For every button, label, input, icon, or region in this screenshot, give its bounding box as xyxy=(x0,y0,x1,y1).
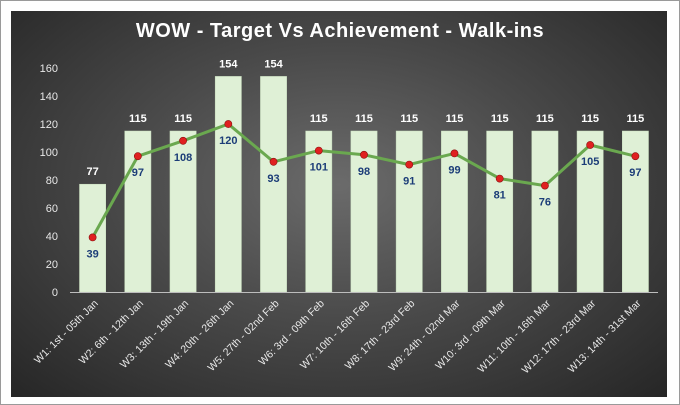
target-bar xyxy=(79,183,106,293)
achievement-point xyxy=(179,136,187,145)
target-value-label: 154 xyxy=(264,58,283,70)
y-tick-label: 100 xyxy=(40,147,58,159)
target-value-label: 115 xyxy=(536,113,554,125)
achievement-value-label: 97 xyxy=(132,167,144,179)
chart-title: WOW - Target Vs Achievement - Walk-ins xyxy=(135,20,545,42)
achievement-point xyxy=(450,149,459,158)
target-value-label: 154 xyxy=(219,58,238,70)
achievement-value-label: 99 xyxy=(448,164,460,176)
target-value-label: 115 xyxy=(581,113,599,125)
y-tick-label: 140 xyxy=(40,91,58,103)
achievement-value-label: 93 xyxy=(267,173,279,185)
achievement-point xyxy=(133,152,142,161)
x-tick-label: W12: 17th - 23rd Mar xyxy=(520,297,599,376)
achievement-value-label: 101 xyxy=(310,162,328,174)
target-value-label: 115 xyxy=(129,113,147,125)
target-value-label: 115 xyxy=(491,113,509,125)
achievement-point xyxy=(405,160,414,169)
achievement-value-label: 76 xyxy=(539,197,551,209)
y-tick-label: 20 xyxy=(46,259,58,271)
target-bar xyxy=(486,130,514,293)
achievement-value-label: 97 xyxy=(629,167,641,179)
target-value-label: 115 xyxy=(400,113,418,125)
achievement-point xyxy=(586,141,595,149)
achievement-point xyxy=(495,174,504,183)
achievement-value-label: 91 xyxy=(403,176,415,188)
target-bar xyxy=(395,130,423,293)
target-value-label: 115 xyxy=(310,113,328,125)
target-value-label: 115 xyxy=(627,113,645,125)
achievement-value-label: 39 xyxy=(86,248,98,260)
y-tick-label: 160 xyxy=(40,63,58,75)
target-value-label: 115 xyxy=(446,113,464,125)
target-bar xyxy=(214,76,242,293)
achievement-point xyxy=(269,157,278,166)
target-value-label: 77 xyxy=(86,166,98,178)
y-tick-label: 120 xyxy=(40,119,58,131)
target-bar xyxy=(305,130,333,293)
achievement-value-label: 81 xyxy=(494,190,506,202)
achievement-value-label: 98 xyxy=(358,166,370,178)
achievement-point xyxy=(224,120,233,128)
target-value-label: 115 xyxy=(355,113,373,125)
achievement-line xyxy=(88,120,640,242)
achievement-point xyxy=(360,150,368,159)
target-value-label: 115 xyxy=(174,113,192,125)
achievement-point xyxy=(541,181,549,190)
achievement-value-label: 108 xyxy=(174,152,192,164)
y-axis: 0 20 40 60 80 100 120 140 160 xyxy=(40,63,58,299)
achievement-value-label: 120 xyxy=(219,135,237,147)
data-labels: 77 115 115 154 154 115 115 115 115 115 115 115 115 39… xyxy=(86,58,644,260)
achievement-point xyxy=(314,146,323,155)
target-bars xyxy=(79,76,649,293)
y-tick-label: 0 xyxy=(52,287,58,299)
target-bar xyxy=(531,130,559,293)
y-tick-label: 80 xyxy=(46,175,58,187)
achievement-point xyxy=(88,233,97,242)
target-bar xyxy=(576,130,604,293)
achievement-value-label: 105 xyxy=(581,156,599,168)
y-tick-label: 60 xyxy=(46,203,58,215)
achievement-point xyxy=(631,152,640,161)
y-tick-label: 40 xyxy=(46,231,58,243)
